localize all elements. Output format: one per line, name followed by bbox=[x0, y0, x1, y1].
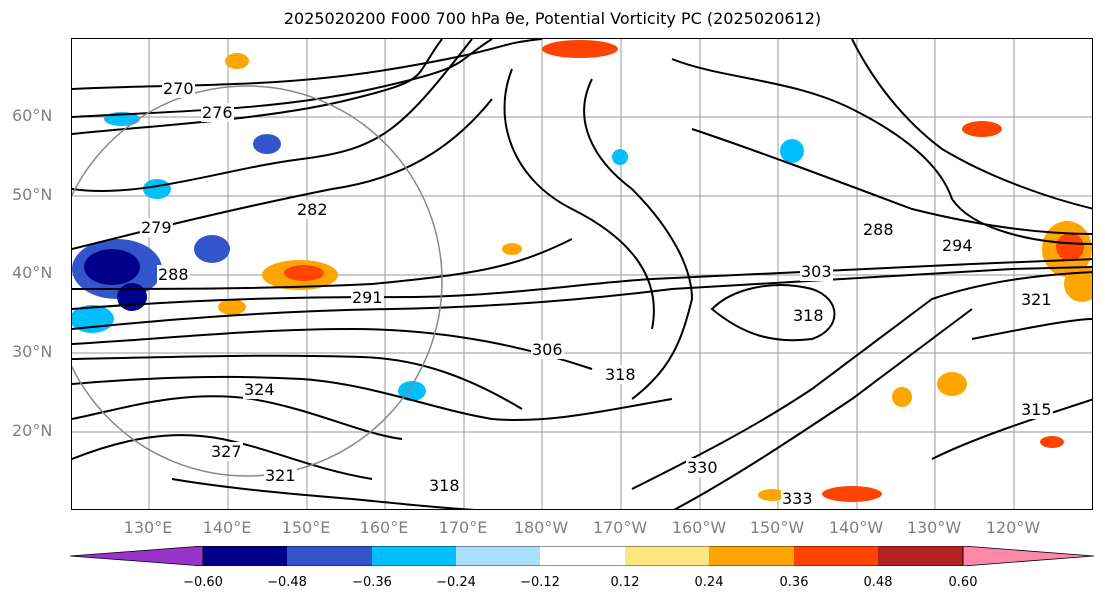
contour-label-288-b: 288 bbox=[862, 220, 895, 239]
theta-e-contours bbox=[72, 39, 1092, 509]
contour-label-318-c: 318 bbox=[428, 476, 461, 495]
lon-label-150e: 150°E bbox=[281, 518, 331, 537]
colorbar-bin-8 bbox=[794, 546, 878, 566]
contour-label-333: 333 bbox=[781, 489, 814, 508]
contour-label-294: 294 bbox=[941, 236, 974, 255]
colorbar-tick-neg036: −0.36 bbox=[352, 575, 392, 590]
colorbar-bin-1 bbox=[203, 546, 287, 566]
colorbar-bin-5 bbox=[540, 546, 625, 566]
contour-label-288: 288 bbox=[157, 265, 190, 284]
lon-label-140w: 140°W bbox=[828, 518, 884, 537]
contour-label-321-b: 321 bbox=[264, 466, 297, 485]
contour-label-279: 279 bbox=[140, 218, 173, 237]
lon-label-170w: 170°W bbox=[592, 518, 648, 537]
lon-label-170e: 170°E bbox=[438, 518, 488, 537]
lat-label-20n: 20°N bbox=[12, 421, 53, 440]
contour-label-315: 315 bbox=[1020, 400, 1053, 419]
lon-label-120w: 120°W bbox=[985, 518, 1041, 537]
lon-label-130e: 130°E bbox=[123, 518, 173, 537]
lon-label-130w: 130°W bbox=[906, 518, 962, 537]
colorbar-extend-max bbox=[962, 546, 1094, 566]
colorbar-tick-024: 0.24 bbox=[694, 575, 724, 590]
contour-label-306: 306 bbox=[531, 340, 564, 359]
contour-label-291: 291 bbox=[351, 288, 384, 307]
colorbar-tick-060: 0.60 bbox=[948, 575, 978, 590]
map-panel bbox=[71, 38, 1093, 510]
contour-label-303: 303 bbox=[800, 262, 833, 281]
colorbar-bin-7 bbox=[709, 546, 794, 566]
contour-label-327: 327 bbox=[210, 442, 243, 461]
colorbar-bin-3 bbox=[372, 546, 456, 566]
colorbar-tick-neg012: −0.12 bbox=[520, 575, 560, 590]
colorbar-tick-036: 0.36 bbox=[779, 575, 809, 590]
colorbar-tick-neg060: −0.60 bbox=[183, 575, 223, 590]
contour-label-318: 318 bbox=[792, 306, 825, 325]
contour-label-318-b: 318 bbox=[604, 365, 637, 384]
lon-label-180w: 180°W bbox=[513, 518, 569, 537]
colorbar-tick-048: 0.48 bbox=[863, 575, 893, 590]
pv-shading bbox=[72, 40, 1092, 502]
map-canvas bbox=[72, 39, 1092, 509]
lat-label-60n: 60°N bbox=[12, 106, 53, 125]
colorbar-bin-4 bbox=[456, 546, 540, 566]
lat-label-50n: 50°N bbox=[12, 185, 53, 204]
map-title: 2025020200 F000 700 hPa θe, Potential Vo… bbox=[283, 9, 822, 28]
contour-label-321: 321 bbox=[1020, 290, 1053, 309]
colorbar-bin-2 bbox=[287, 546, 372, 566]
colorbar-tick-012: 0.12 bbox=[610, 575, 640, 590]
colorbar bbox=[70, 546, 1094, 566]
lon-label-140e: 140°E bbox=[202, 518, 252, 537]
contour-label-330: 330 bbox=[686, 458, 719, 477]
colorbar-bin-6 bbox=[625, 546, 709, 566]
lon-label-160w: 160°W bbox=[671, 518, 727, 537]
colorbar-tick-neg024: −0.24 bbox=[436, 575, 476, 590]
lat-label-30n: 30°N bbox=[12, 342, 53, 361]
reference-circle bbox=[72, 85, 443, 477]
colorbar-extend-min bbox=[70, 546, 204, 566]
lon-label-150w: 150°W bbox=[749, 518, 805, 537]
contour-label-324: 324 bbox=[243, 380, 276, 399]
colorbar-tick-neg048: −0.48 bbox=[267, 575, 307, 590]
contour-label-270: 270 bbox=[162, 79, 195, 98]
contour-label-282: 282 bbox=[296, 200, 329, 219]
lat-label-40n: 40°N bbox=[12, 263, 53, 282]
contour-label-276: 276 bbox=[201, 103, 234, 122]
lon-label-160e: 160°E bbox=[359, 518, 409, 537]
colorbar-bin-9 bbox=[878, 546, 963, 566]
